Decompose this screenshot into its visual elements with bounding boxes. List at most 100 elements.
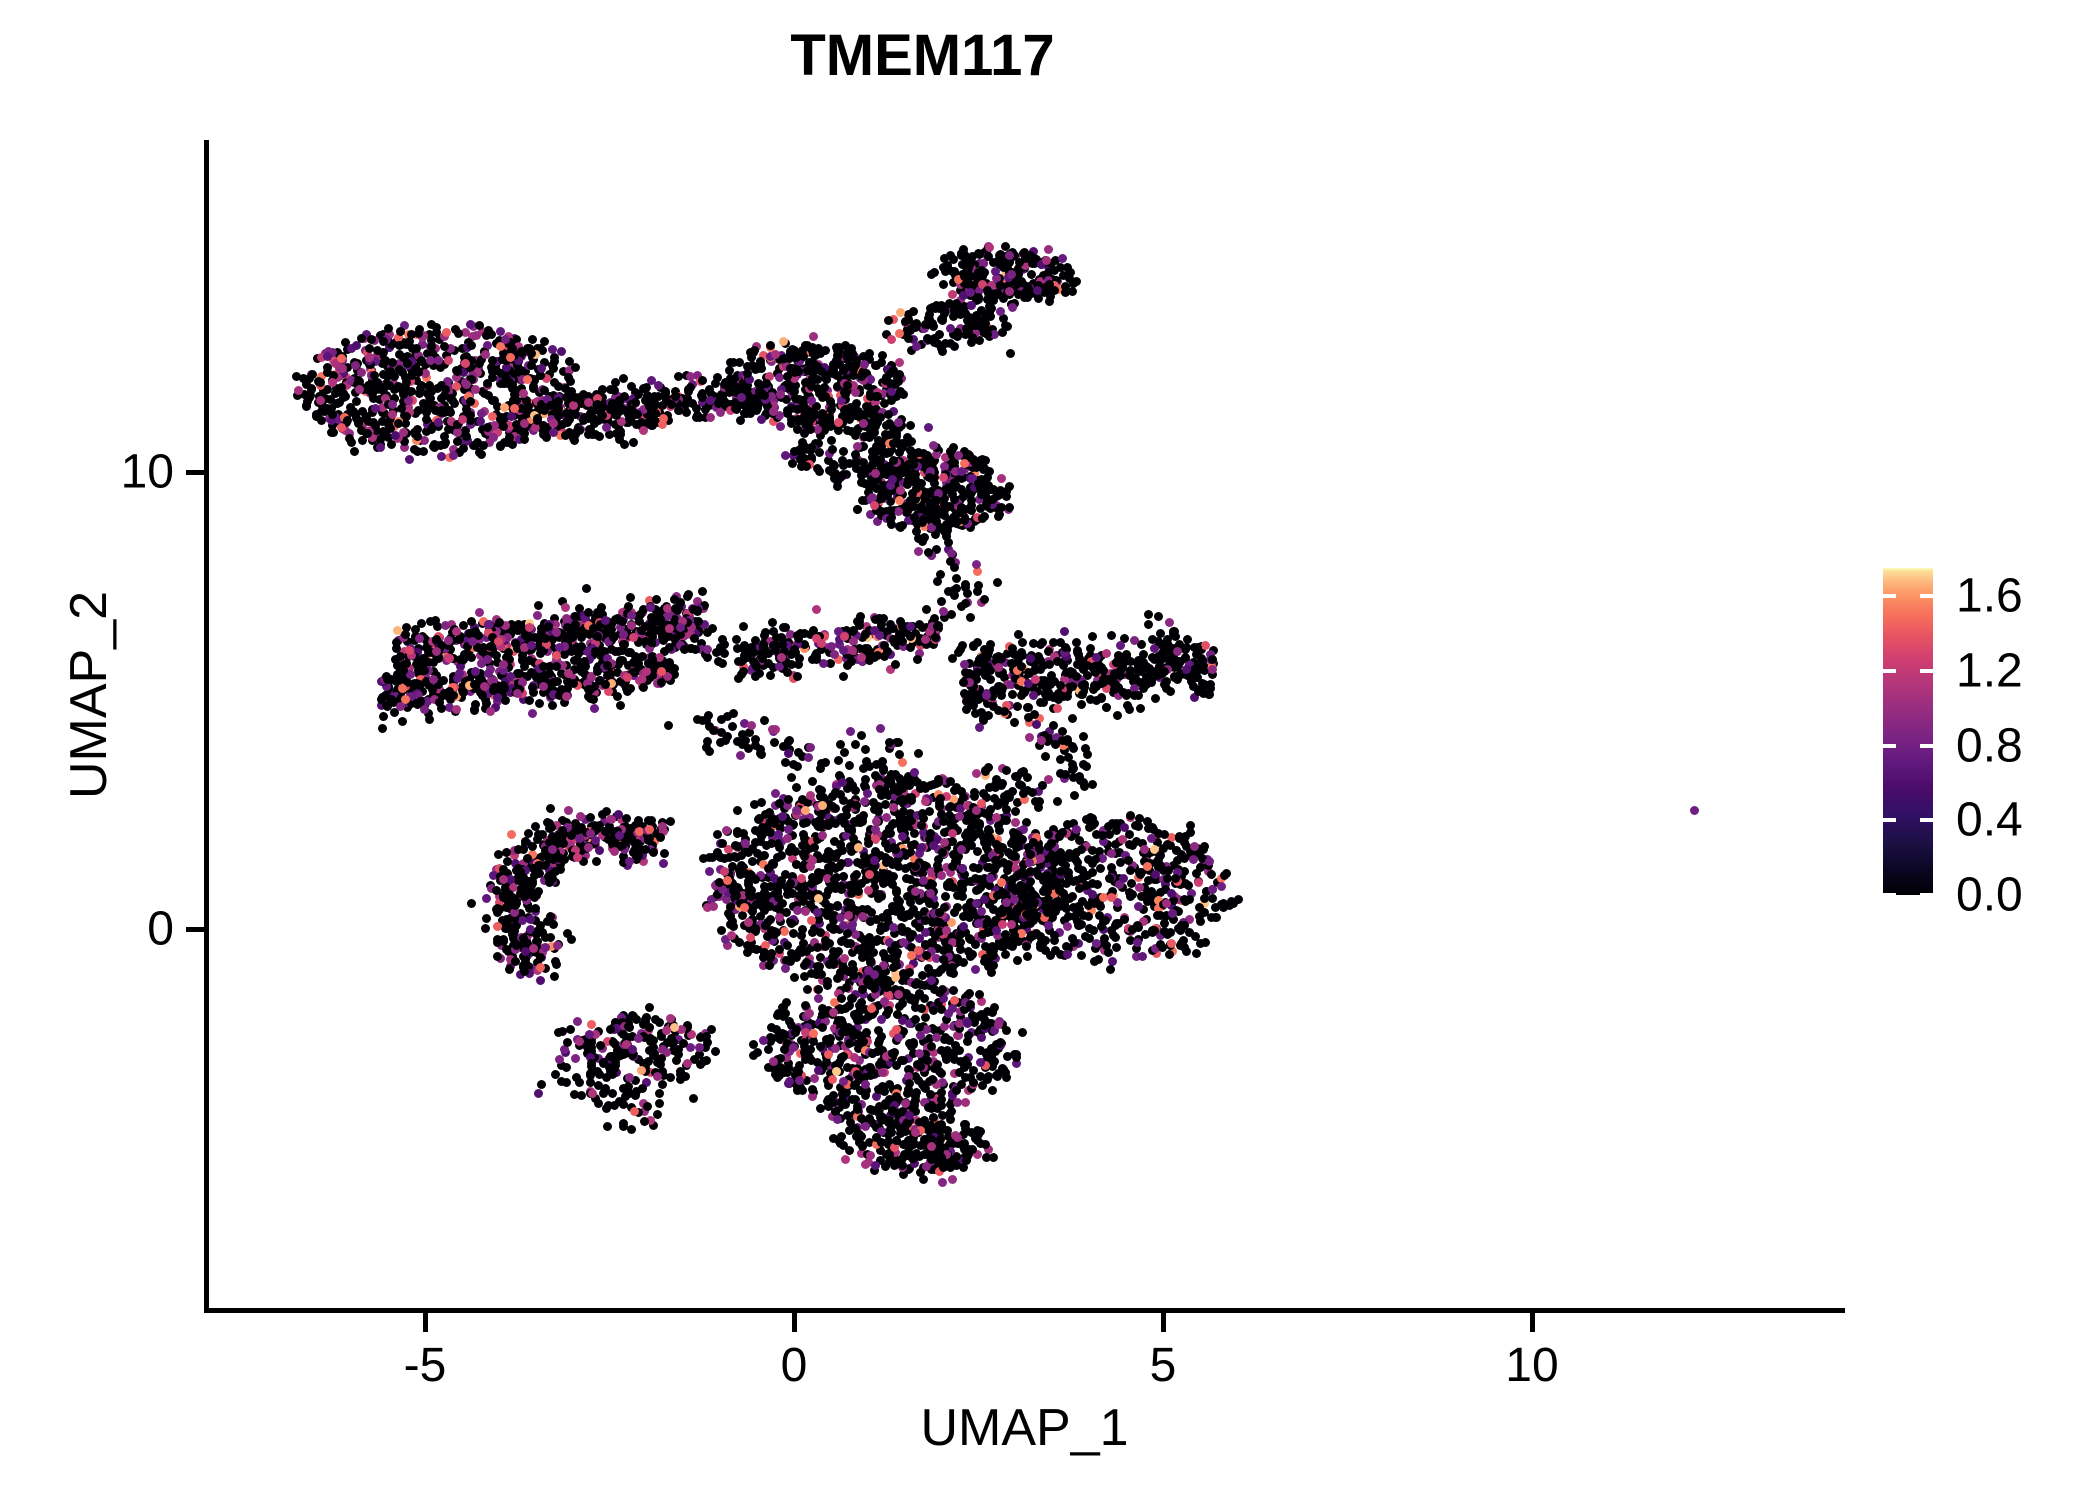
data-point <box>395 701 405 711</box>
data-point <box>519 661 529 671</box>
data-point <box>905 631 915 641</box>
data-point <box>435 362 445 372</box>
data-point <box>429 674 439 684</box>
data-point <box>401 418 411 428</box>
data-point <box>531 673 541 682</box>
data-point <box>411 376 421 386</box>
data-point <box>543 621 553 631</box>
data-point <box>466 375 476 385</box>
data-point <box>917 623 927 633</box>
data-point <box>451 381 461 391</box>
data-point <box>1019 688 1029 698</box>
data-point <box>434 355 444 365</box>
data-point <box>398 396 408 406</box>
data-point <box>465 415 475 425</box>
data-point <box>416 618 426 628</box>
data-point <box>731 635 741 644</box>
data-point <box>885 369 895 379</box>
data-point <box>1102 648 1112 658</box>
data-point <box>956 506 966 516</box>
data-point <box>820 346 830 356</box>
data-point <box>912 654 922 664</box>
data-point <box>561 603 571 613</box>
data-point <box>493 428 503 438</box>
data-point <box>444 405 454 415</box>
data-point <box>422 427 432 437</box>
data-point <box>406 330 416 340</box>
data-point <box>565 365 575 375</box>
data-point <box>833 481 843 491</box>
data-point <box>1143 620 1153 630</box>
data-point <box>615 655 625 665</box>
data-point <box>419 665 429 675</box>
data-point <box>805 791 815 800</box>
data-point <box>505 432 515 442</box>
data-point <box>372 426 382 436</box>
data-point <box>537 345 547 355</box>
data-point <box>1049 693 1058 702</box>
data-point <box>735 415 745 425</box>
data-point <box>391 431 401 441</box>
data-point <box>1041 255 1051 265</box>
data-point <box>793 414 803 424</box>
data-point <box>381 671 391 681</box>
data-point <box>379 427 389 437</box>
data-point <box>487 367 497 377</box>
data-point <box>1196 684 1206 694</box>
data-point <box>1067 667 1077 677</box>
data-point <box>923 333 933 343</box>
data-point <box>626 592 636 602</box>
data-point <box>626 684 636 694</box>
data-point <box>879 399 889 409</box>
data-point <box>544 668 554 678</box>
data-point <box>465 396 475 406</box>
data-point <box>787 459 797 469</box>
data-point <box>439 400 449 410</box>
data-point <box>999 706 1009 716</box>
page-title: TMEM117 <box>790 23 1055 88</box>
data-point <box>1055 680 1065 690</box>
data-point <box>394 364 404 374</box>
data-point <box>523 409 533 418</box>
data-point <box>1180 653 1190 663</box>
data-point <box>389 394 399 404</box>
data-point <box>488 412 498 422</box>
data-point <box>357 333 367 343</box>
data-point <box>524 622 534 632</box>
data-point <box>1076 699 1086 709</box>
data-point <box>430 406 440 415</box>
data-point <box>705 413 715 423</box>
data-point <box>426 319 436 329</box>
data-point <box>1143 610 1153 620</box>
data-point <box>343 362 353 372</box>
data-point <box>857 477 866 487</box>
data-point <box>374 395 384 404</box>
data-point <box>549 377 559 387</box>
data-point <box>954 450 964 460</box>
data-point <box>731 403 741 413</box>
data-point <box>615 701 625 711</box>
data-point <box>519 388 529 398</box>
data-point <box>562 692 572 702</box>
data-point <box>399 443 409 453</box>
data-point <box>293 385 303 395</box>
data-point <box>520 366 530 376</box>
data-point <box>466 616 476 626</box>
data-point <box>1050 266 1060 276</box>
data-point <box>450 345 460 355</box>
data-point <box>513 360 522 370</box>
data-point <box>370 356 380 366</box>
data-point <box>492 409 502 419</box>
data-point <box>545 405 555 415</box>
data-point <box>466 355 476 365</box>
data-point <box>495 415 505 425</box>
data-point <box>377 723 387 733</box>
data-point <box>448 451 458 461</box>
data-point <box>420 436 429 446</box>
data-point <box>793 671 802 681</box>
data-point <box>656 667 666 677</box>
data-point <box>368 394 378 404</box>
data-point <box>389 371 399 381</box>
data-point <box>490 420 500 430</box>
data-point <box>469 680 479 690</box>
